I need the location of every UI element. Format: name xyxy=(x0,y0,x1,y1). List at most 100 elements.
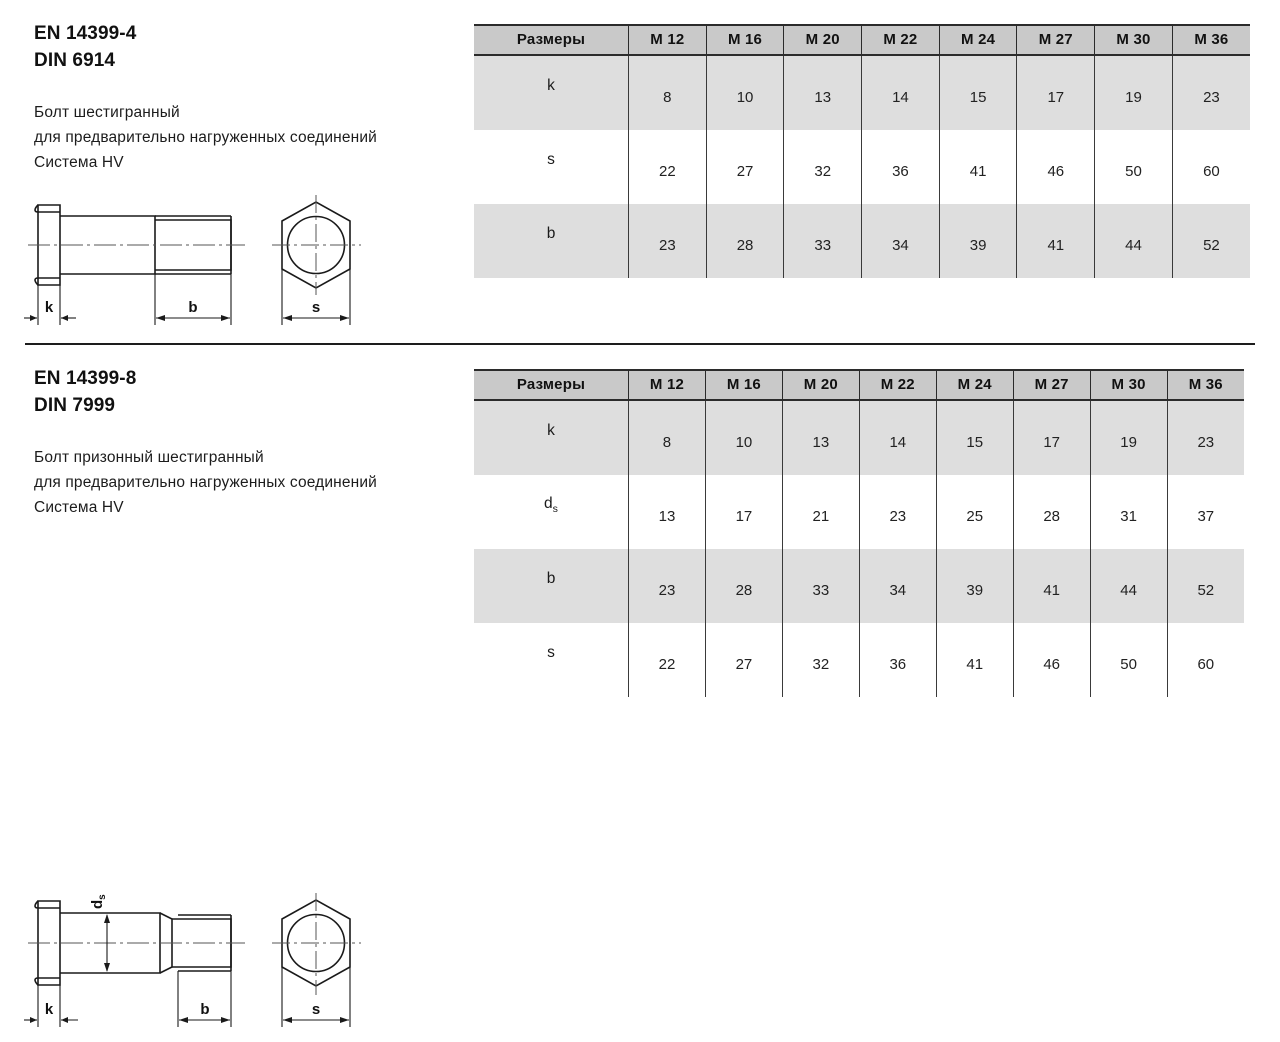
cell-value: 13 xyxy=(783,55,862,130)
section-divider xyxy=(25,343,1255,345)
cell-value: 10 xyxy=(704,400,783,475)
table-row: k 8 10 13 14 15 17 19 23 xyxy=(474,400,1244,475)
svg-text:b: b xyxy=(200,1001,209,1018)
table-header-row: Размеры M 12 M 16 M 20 M 22 M 24 M 27 M … xyxy=(474,369,1244,401)
table-row: k 8 10 13 14 15 17 19 23 xyxy=(474,55,1250,130)
header-col-m24: M 24 xyxy=(935,369,1014,401)
header-col-m24: M 24 xyxy=(938,24,1017,56)
table-row: ds 13 17 21 23 25 28 31 37 xyxy=(474,475,1244,549)
table-row: b 23 28 33 34 39 41 44 52 xyxy=(474,204,1250,278)
row-label: k xyxy=(474,400,629,475)
cell-value: 46 xyxy=(1016,130,1095,204)
cell-value: 37 xyxy=(1166,475,1244,549)
cell-value: 33 xyxy=(781,549,860,623)
row-label: s xyxy=(474,623,629,697)
cell-value: 33 xyxy=(783,204,862,278)
cell-value: 23 xyxy=(1166,400,1244,475)
cell-value: 10 xyxy=(705,55,784,130)
cell-value: 34 xyxy=(861,204,940,278)
header-col-m30: M 30 xyxy=(1089,369,1168,401)
cell-value: 19 xyxy=(1089,400,1168,475)
cell-value: 60 xyxy=(1171,130,1250,204)
cell-value: 13 xyxy=(781,400,860,475)
svg-text:s: s xyxy=(312,299,320,316)
cell-value: 21 xyxy=(781,475,860,549)
cell-value: 25 xyxy=(935,475,1014,549)
cell-value: 19 xyxy=(1094,55,1173,130)
cell-value: 36 xyxy=(861,130,940,204)
cell-value: 27 xyxy=(704,623,783,697)
cell-value: 14 xyxy=(858,400,937,475)
hex-bolt-drawing: k b s xyxy=(20,190,370,340)
cell-value: 50 xyxy=(1094,130,1173,204)
cell-value: 44 xyxy=(1089,549,1168,623)
cell-value: 39 xyxy=(935,549,1014,623)
cell-value: 28 xyxy=(705,204,784,278)
cell-value: 15 xyxy=(935,400,1014,475)
cell-value: 41 xyxy=(938,130,1017,204)
cell-value: 36 xyxy=(858,623,937,697)
product-description-2: Болт призонный шестигранный для предвари… xyxy=(34,445,474,520)
cell-value: 23 xyxy=(628,549,706,623)
cell-value: 41 xyxy=(1012,549,1091,623)
cell-value: 17 xyxy=(1012,400,1091,475)
cell-value: 32 xyxy=(781,623,860,697)
header-col-m20: M 20 xyxy=(781,369,860,401)
table-row: s 22 27 32 36 41 46 50 60 xyxy=(474,623,1244,697)
header-col-m12: M 12 xyxy=(628,24,707,56)
cell-value: 22 xyxy=(628,130,707,204)
standard-code-din: DIN 7999 xyxy=(34,395,116,416)
cell-value: 8 xyxy=(628,400,706,475)
table-row: b 23 28 33 34 39 41 44 52 xyxy=(474,549,1244,623)
cell-value: 15 xyxy=(938,55,1017,130)
cell-value: 28 xyxy=(704,549,783,623)
svg-text:ds: ds xyxy=(89,894,108,909)
cell-value: 34 xyxy=(858,549,937,623)
description-line-3: Система HV xyxy=(34,154,124,171)
cell-value: 23 xyxy=(1171,55,1250,130)
header-col-m22: M 22 xyxy=(858,369,937,401)
description-line-3: Система HV xyxy=(34,499,124,516)
standard-info-block-1: EN 14399-4 DIN 6914 Болт шестигранный дл… xyxy=(34,20,474,175)
header-col-m30: M 30 xyxy=(1094,24,1173,56)
description-line-1: Болт шестигранный xyxy=(34,104,180,121)
standard-code-din: DIN 6914 xyxy=(34,50,116,71)
cell-value: 31 xyxy=(1089,475,1168,549)
table-header-row: Размеры M 12 M 16 M 20 M 22 M 24 M 27 M … xyxy=(474,24,1250,56)
fit-bolt-drawing: ds k b xyxy=(20,885,370,1042)
row-label: b xyxy=(474,549,629,623)
description-line-2: для предварительно нагруженных соединени… xyxy=(34,129,377,146)
header-col-m22: M 22 xyxy=(861,24,940,56)
cell-value: 41 xyxy=(935,623,1014,697)
cell-value: 8 xyxy=(628,55,707,130)
description-line-2: для предварительно нагруженных соединени… xyxy=(34,474,377,491)
header-col-m27: M 27 xyxy=(1016,24,1095,56)
product-description-1: Болт шестигранный для предварительно наг… xyxy=(34,100,474,175)
svg-text:k: k xyxy=(45,1001,54,1018)
cell-value: 17 xyxy=(1016,55,1095,130)
row-label: k xyxy=(474,55,629,130)
header-col-m16: M 16 xyxy=(704,369,783,401)
header-col-m12: M 12 xyxy=(628,369,706,401)
cell-value: 39 xyxy=(938,204,1017,278)
cell-value: 32 xyxy=(783,130,862,204)
cell-value: 44 xyxy=(1094,204,1173,278)
header-col-m27: M 27 xyxy=(1012,369,1091,401)
cell-value: 27 xyxy=(705,130,784,204)
cell-value: 13 xyxy=(628,475,706,549)
spec-section-en14399-4: EN 14399-4 DIN 6914 Болт шестигранный дл… xyxy=(0,0,1280,345)
cell-value: 46 xyxy=(1012,623,1091,697)
svg-text:b: b xyxy=(188,299,197,316)
cell-value: 41 xyxy=(1016,204,1095,278)
standard-code-en: EN 14399-8 xyxy=(34,368,137,389)
row-label: ds xyxy=(474,475,629,549)
description-line-1: Болт призонный шестигранный xyxy=(34,449,264,466)
dimensions-table-en14399-8: Размеры M 12 M 16 M 20 M 22 M 24 M 27 M … xyxy=(474,369,1244,697)
cell-value: 17 xyxy=(704,475,783,549)
standard-info-block-2: EN 14399-8 DIN 7999 Болт призонный шести… xyxy=(34,365,474,520)
header-col-m20: M 20 xyxy=(783,24,862,56)
header-sizes-label: Размеры xyxy=(474,369,629,401)
spec-section-en14399-8: EN 14399-8 DIN 7999 Болт призонный шести… xyxy=(0,345,1280,1027)
svg-text:k: k xyxy=(45,299,54,316)
cell-value: 52 xyxy=(1166,549,1244,623)
